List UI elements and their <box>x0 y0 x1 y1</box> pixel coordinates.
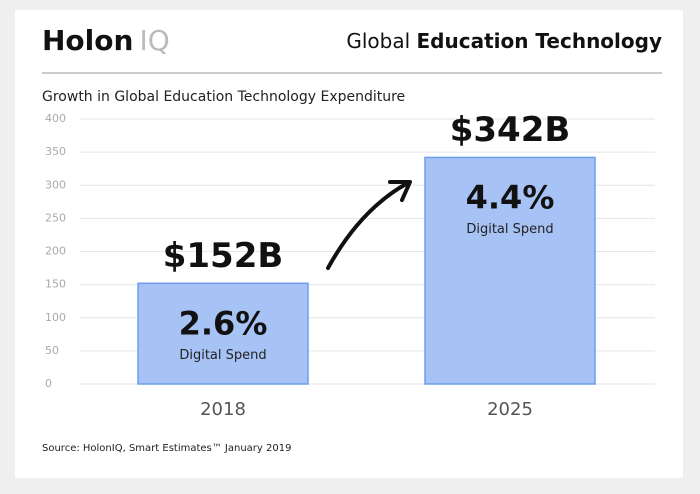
share-label: 4.4% <box>466 178 555 216</box>
bar <box>424 156 596 385</box>
title-bold: Education Technology <box>417 29 663 53</box>
share-caption: Digital Spend <box>179 348 266 363</box>
plot: 0 50 100 150 200 250 300 350 400 2018 $152B 2.6% Dig… <box>45 110 655 420</box>
value-label: $342B <box>450 110 571 150</box>
share-label: 2.6% <box>179 304 268 342</box>
chart-title: Growth in Global Education Technology Ex… <box>42 89 405 105</box>
y-tick-label: 400 <box>45 112 66 125</box>
y-tick-label: 0 <box>45 377 52 390</box>
y-tick-label: 150 <box>45 278 66 291</box>
y-tick-label: 50 <box>45 344 59 357</box>
header-title: Global Education Technology <box>346 29 662 53</box>
arrow-head <box>388 180 412 202</box>
logo-bold: Holon <box>42 24 133 57</box>
bar <box>137 282 309 385</box>
value-label: $152B <box>163 236 284 276</box>
y-tick-label: 250 <box>45 211 66 224</box>
arrow <box>326 182 408 270</box>
title-regular: Global <box>346 29 410 53</box>
logo-light: IQ <box>139 24 169 57</box>
y-tick-label: 200 <box>45 245 66 258</box>
y-tick-label: 100 <box>45 311 66 324</box>
share-caption: Digital Spend <box>466 222 553 237</box>
x-tick-label: 2018 <box>200 399 246 420</box>
source: Source: HolonIQ, Smart Estimates™ Januar… <box>42 443 291 454</box>
y-tick-label: 350 <box>45 145 66 158</box>
y-tick-label: 300 <box>45 178 66 191</box>
logo: Holon IQ <box>42 24 170 57</box>
x-tick-label: 2025 <box>487 399 533 420</box>
